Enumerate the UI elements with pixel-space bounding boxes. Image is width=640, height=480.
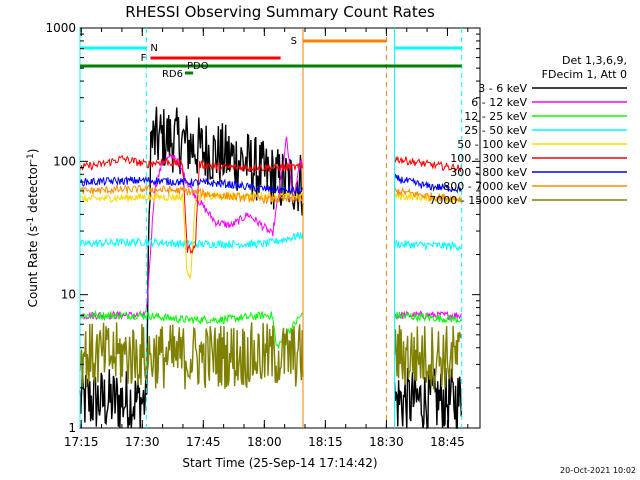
chart-title: RHESSI Observing Summary Count Rates [125, 3, 435, 21]
legend-entry-label: 50 - 100 keV [457, 138, 527, 151]
vertical-markers [79, 28, 463, 428]
series-line [394, 186, 462, 204]
y-tick-label: 100 [53, 154, 76, 168]
series-line [79, 136, 304, 322]
series-line [394, 173, 462, 194]
x-tick-label: 17:15 [64, 435, 99, 449]
y-axis-label: Count Rate (s-1 detector-1) [26, 149, 40, 308]
flag-label: N [150, 43, 157, 54]
flag-rd6: RD6 [162, 69, 194, 80]
series-line [79, 310, 304, 349]
series-line [79, 155, 304, 255]
series-line [79, 106, 304, 429]
legend-entry-label: 100 - 300 keV [450, 152, 527, 165]
legend-header: Det 1,3,6,9, [562, 54, 627, 67]
series-line [393, 367, 462, 430]
legend-entry-label: 3 - 6 keV [478, 82, 527, 95]
series-line [394, 155, 462, 173]
x-tick-label: 18:45 [430, 435, 465, 449]
axes: 17:15 17:30 17:45 18:00 18:15 18:30 18:45 1 10 10… [45, 21, 480, 449]
x-axis-label: Start Time (25-Sep-14 17:14:42) [182, 456, 377, 470]
series-line [394, 239, 462, 252]
series-800-7000-kev [79, 184, 462, 205]
series-100-300-kev [79, 155, 462, 255]
y-tick-label: 1000 [45, 21, 76, 35]
flag-label: F [141, 53, 147, 64]
flag-n: N [80, 43, 462, 54]
x-tick-label: 17:45 [186, 435, 221, 449]
x-tick-label: 17:30 [125, 435, 160, 449]
series-line [393, 324, 462, 390]
legend-entry-label: 12 - 25 keV [464, 110, 527, 123]
series-3-6-kev [79, 106, 462, 430]
flag-label: S [291, 36, 297, 47]
series-line [79, 190, 304, 280]
legend-entry-label: 800 - 7000 keV [443, 180, 527, 193]
x-tick-label: 18:00 [247, 435, 282, 449]
series-line [394, 311, 462, 324]
legend-header: FDecim 1, Att 0 [542, 68, 627, 81]
generated-timestamp: 20-Oct-2021 10:02 [560, 466, 636, 475]
flag-bars: NF S PDO RD6 [80, 36, 462, 80]
flag-s: S [291, 36, 387, 47]
series-line [79, 322, 304, 390]
series-line [79, 231, 304, 250]
legend-entry-label: 300 - 800 keV [450, 166, 527, 179]
legend-entry-label: 6 - 12 keV [471, 96, 527, 109]
legend-entry-label: 25 - 50 keV [464, 124, 527, 137]
series-line [79, 175, 304, 196]
flag-f: F [141, 53, 281, 64]
series-50-100-kev [79, 190, 462, 280]
series-25-50-kev [79, 231, 462, 252]
y-tick-label: 1 [68, 421, 76, 435]
series-line [79, 184, 304, 205]
x-tick-label: 18:15 [308, 435, 343, 449]
flag-label: PDO [187, 61, 209, 72]
series-layer [79, 106, 462, 430]
series-300-800-kev [79, 173, 462, 196]
y-tick-label: 10 [61, 288, 76, 302]
flag-label: RD6 [162, 69, 183, 80]
flag-pdo: PDO [178, 61, 209, 72]
x-tick-label: 18:30 [369, 435, 404, 449]
series-12-25-kev [79, 310, 462, 349]
legend-entry-label: 7000 - 15000 keV [429, 194, 527, 207]
series-7000-15000-kev [79, 322, 462, 390]
